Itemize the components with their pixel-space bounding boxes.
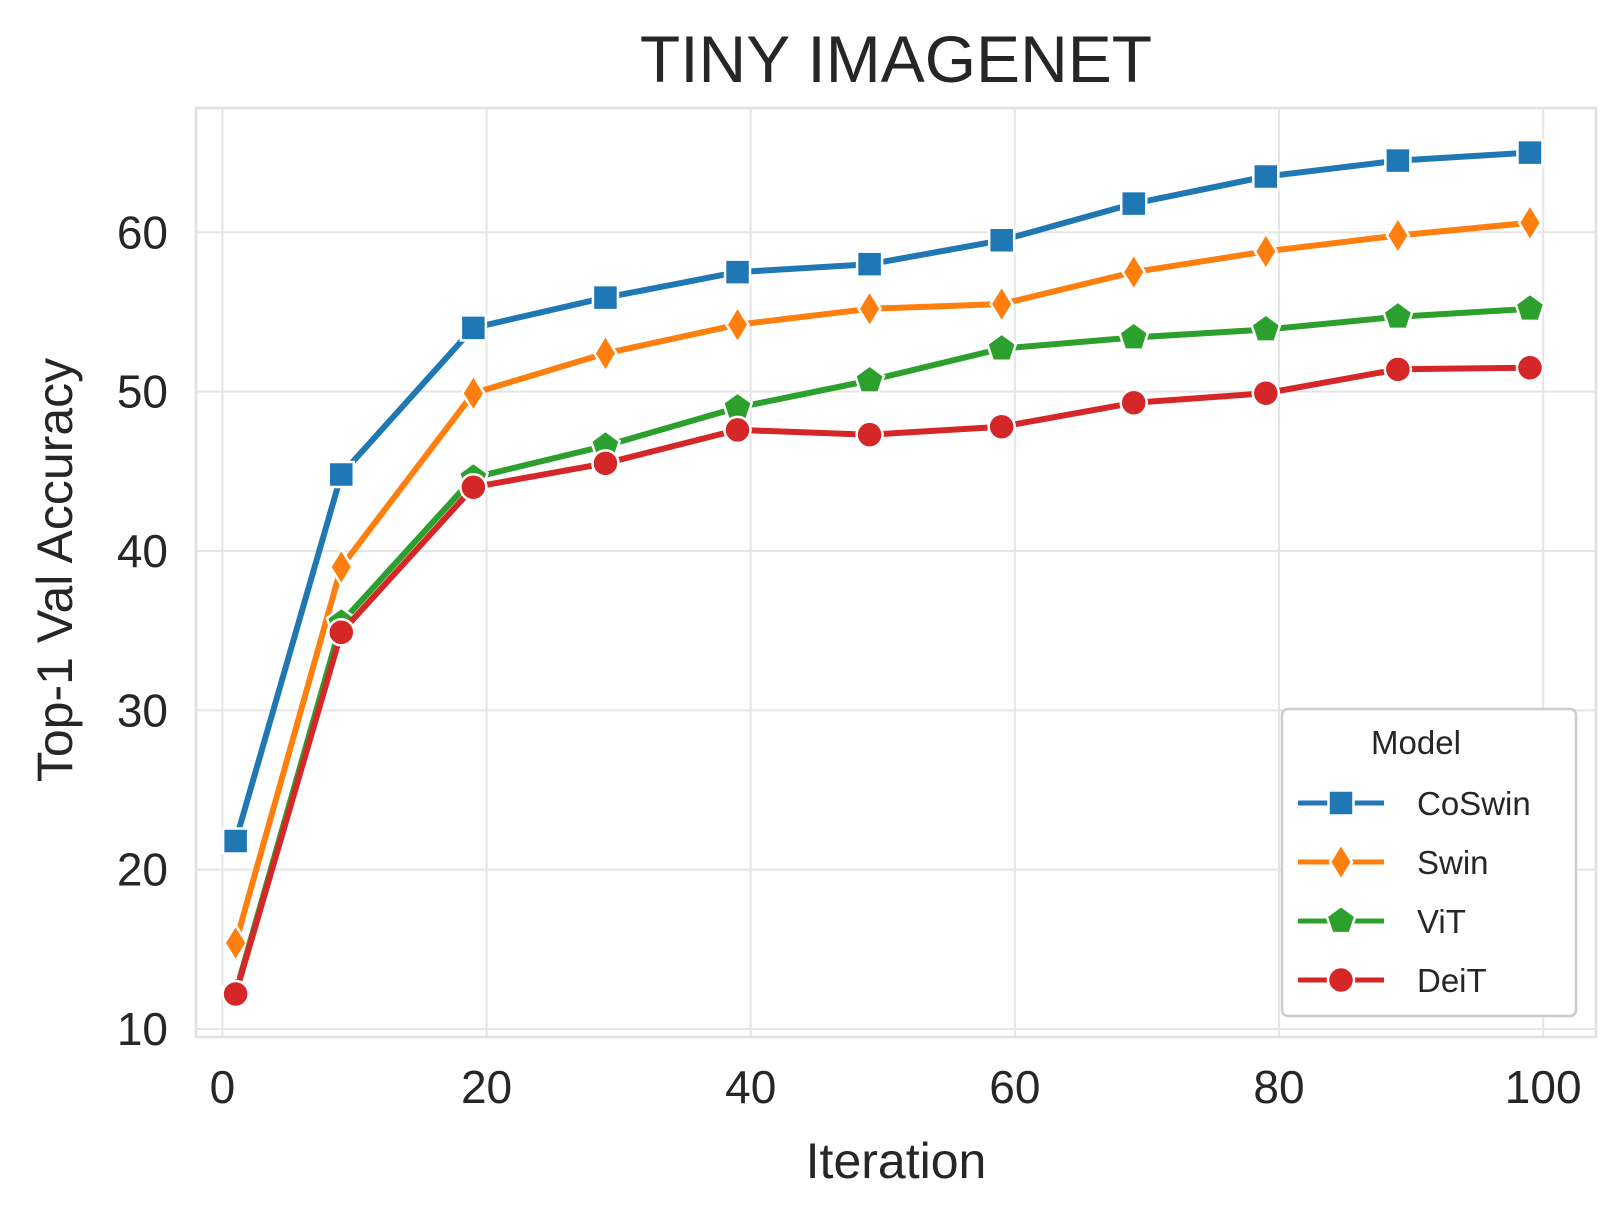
legend: Model CoSwin Swin ViT DeiT <box>1280 707 1578 1018</box>
legend-box <box>1280 707 1578 1018</box>
data-point <box>985 332 1018 363</box>
legend-marker <box>1325 904 1357 935</box>
x-tick-label: 60 <box>989 1061 1040 1113</box>
data-point <box>1119 388 1148 418</box>
data-point <box>1119 189 1148 218</box>
data-point <box>592 332 618 374</box>
data-point <box>855 420 884 449</box>
data-point <box>459 314 488 342</box>
legend-label: ViT <box>1417 903 1466 940</box>
data-point <box>327 460 356 489</box>
legend-label: DeiT <box>1417 962 1487 999</box>
series-lines <box>219 138 1546 1009</box>
legend-title: Model <box>1371 724 1461 761</box>
x-tick-label: 0 <box>210 1061 236 1113</box>
data-point <box>1253 231 1279 272</box>
y-tick-label: 60 <box>117 206 168 258</box>
y-tick-label: 40 <box>117 525 168 577</box>
data-point <box>853 363 886 394</box>
legend-marker <box>1328 841 1354 883</box>
legend-marker <box>1326 965 1356 995</box>
y-axis-ticks: 10 20 30 40 50 60 <box>117 206 168 1055</box>
x-axis-label: Iteration <box>806 1133 987 1189</box>
data-point <box>459 472 488 502</box>
y-tick-label: 50 <box>117 366 168 418</box>
data-point <box>857 288 883 330</box>
legend-entry-deit: DeiT <box>1298 962 1487 999</box>
series-coswin <box>221 138 1544 855</box>
data-point <box>1118 320 1150 351</box>
data-point <box>223 922 249 964</box>
x-tick-label: 100 <box>1505 1061 1582 1113</box>
x-axis-ticks: 0 20 40 60 80 100 <box>210 1061 1582 1113</box>
data-point <box>987 226 1016 255</box>
data-point <box>1514 292 1546 323</box>
data-point <box>1384 146 1412 175</box>
data-point <box>591 449 620 478</box>
data-point <box>989 283 1015 325</box>
y-tick-label: 20 <box>117 844 168 896</box>
data-point <box>723 258 752 286</box>
y-tick-label: 30 <box>117 684 168 736</box>
data-point <box>725 304 750 346</box>
data-point <box>460 372 486 414</box>
data-point <box>1121 251 1147 293</box>
legend-marker <box>1327 789 1355 817</box>
data-point <box>1382 300 1414 331</box>
legend-entries: CoSwin Swin ViT DeiT <box>1298 785 1531 999</box>
x-tick-label: 20 <box>461 1061 512 1113</box>
data-point <box>1251 378 1281 408</box>
data-point <box>855 250 884 278</box>
data-point <box>987 412 1016 441</box>
data-point <box>1250 312 1282 343</box>
legend-entry-swin: Swin <box>1298 841 1489 883</box>
y-tick-label: 10 <box>117 1003 168 1055</box>
data-point <box>1385 215 1411 256</box>
data-point <box>1383 355 1413 384</box>
x-tick-label: 40 <box>725 1061 776 1113</box>
chart-title: TINY IMAGENET <box>640 22 1152 96</box>
data-point <box>327 618 356 647</box>
data-point <box>1252 162 1280 191</box>
legend-label: CoSwin <box>1417 785 1531 822</box>
series-swin <box>223 202 1543 964</box>
data-point <box>328 546 354 588</box>
data-point <box>591 283 620 312</box>
data-point <box>1515 353 1545 382</box>
legend-entry-vit: ViT <box>1298 903 1466 940</box>
x-tick-label: 80 <box>1253 1061 1304 1113</box>
series-deit <box>221 353 1545 1009</box>
data-point <box>1517 202 1543 244</box>
legend-label: Swin <box>1417 844 1489 881</box>
data-point <box>1516 138 1544 167</box>
data-point <box>221 979 250 1009</box>
legend-entry-coswin: CoSwin <box>1298 785 1531 822</box>
plot-frame <box>194 106 1598 1039</box>
data-point <box>723 415 752 445</box>
data-point <box>221 827 250 855</box>
y-axis-label: Top-1 Val Accuracy <box>27 358 83 782</box>
